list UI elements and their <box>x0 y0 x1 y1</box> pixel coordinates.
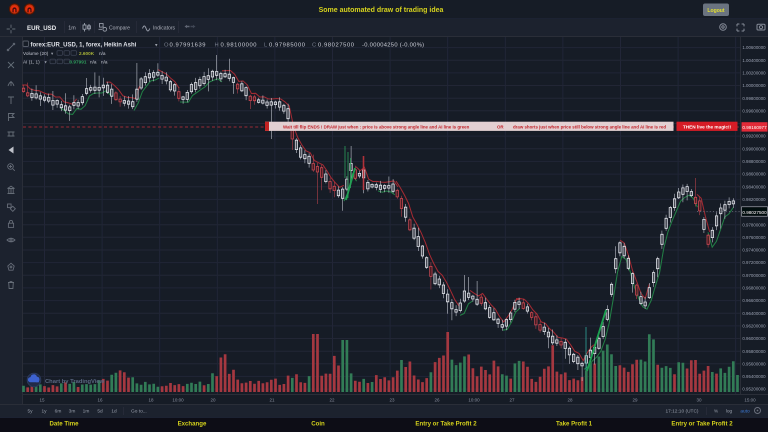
svg-text:L: L <box>264 42 268 48</box>
svg-text:10:00: 10:00 <box>172 398 184 403</box>
svg-text:27: 27 <box>509 398 515 403</box>
svg-text:0.98027500: 0.98027500 <box>318 42 355 48</box>
svg-text:0.98100000: 0.98100000 <box>221 42 258 48</box>
svg-text:6m: 6m <box>55 409 62 415</box>
svg-text:5d: 5d <box>97 409 103 415</box>
svg-text:0.97600000: 0.97600000 <box>742 235 766 240</box>
svg-text:log: log <box>726 409 733 415</box>
svg-text:n/a: n/a <box>90 60 97 65</box>
svg-text:Coin: Coin <box>311 421 325 428</box>
svg-text:0.99600000: 0.99600000 <box>742 108 766 113</box>
svg-text:23: 23 <box>389 398 395 403</box>
svg-text:Volume (20): Volume (20) <box>23 51 49 56</box>
svg-text:0.96000000: 0.96000000 <box>742 336 766 341</box>
svg-text:21: 21 <box>269 398 275 403</box>
svg-text:26: 26 <box>434 398 440 403</box>
svg-text:▾: ▾ <box>45 59 48 64</box>
svg-text:-0.00004250 (-0.00%): -0.00004250 (-0.00%) <box>362 42 424 48</box>
svg-text:3m: 3m <box>69 409 76 415</box>
svg-text:Wait till flip ENDS ! DRAW j: Wait till flip ENDS ! DRAW just when : p… <box>283 125 470 130</box>
svg-text:1.00600000: 1.00600000 <box>742 45 766 50</box>
svg-text:0.96400000: 0.96400000 <box>742 311 766 316</box>
svg-text:Compare: Compare <box>109 26 130 32</box>
svg-text:Exchange: Exchange <box>178 421 207 428</box>
svg-text:Logout: Logout <box>707 8 725 14</box>
svg-text:17:12:10 (UTC): 17:12:10 (UTC) <box>665 409 698 415</box>
svg-text:1.00400000: 1.00400000 <box>742 58 766 63</box>
svg-text:15:00: 15:00 <box>744 398 756 403</box>
svg-text:H: H <box>215 42 219 48</box>
svg-text:Go to...: Go to... <box>131 409 147 415</box>
svg-text:0.97991639: 0.97991639 <box>170 42 207 48</box>
svg-text:0.98800000: 0.98800000 <box>742 159 766 164</box>
svg-text:0.97400000: 0.97400000 <box>742 248 766 253</box>
svg-text:22: 22 <box>329 398 335 403</box>
svg-text:0.98600000: 0.98600000 <box>742 172 766 177</box>
svg-text:EUR_USD: EUR_USD <box>27 25 57 32</box>
svg-text:Chart by TradingView: Chart by TradingView <box>45 379 105 385</box>
svg-text:%: % <box>714 409 719 415</box>
svg-text:0.97985000: 0.97985000 <box>269 42 306 48</box>
svg-text:0.99000000: 0.99000000 <box>742 146 766 151</box>
svg-text:forex:EUR_USD, 1, forex, Heiki: forex:EUR_USD, 1, forex, Heikin Ashi <box>31 43 137 49</box>
svg-text:AI (1, 1): AI (1, 1) <box>23 60 40 65</box>
svg-text:1.00200000: 1.00200000 <box>742 70 766 75</box>
svg-text:1m: 1m <box>83 409 90 415</box>
svg-text:1y: 1y <box>41 409 47 415</box>
svg-text:▾: ▾ <box>51 51 54 56</box>
svg-text:30: 30 <box>696 398 702 403</box>
svg-text:n/a: n/a <box>99 51 106 56</box>
svg-text:10:00: 10:00 <box>468 398 480 403</box>
svg-text:0.99200000: 0.99200000 <box>742 134 766 139</box>
svg-text:0.95400000: 0.95400000 <box>742 374 766 379</box>
svg-text:Entry or Take Profit 2: Entry or Take Profit 2 <box>671 421 733 428</box>
svg-text:▾: ▾ <box>155 42 158 48</box>
svg-text:0.96200000: 0.96200000 <box>742 323 766 328</box>
svg-text:0.95200000: 0.95200000 <box>742 387 766 392</box>
svg-text:0.97991: 0.97991 <box>70 60 87 65</box>
svg-text:Take Profit 1: Take Profit 1 <box>556 421 593 428</box>
svg-text:0.98027500: 0.98027500 <box>742 210 767 215</box>
svg-text:0.96800000: 0.96800000 <box>742 286 766 291</box>
svg-text:1d: 1d <box>111 409 117 415</box>
svg-text:C: C <box>312 42 316 48</box>
svg-text:0.98200000: 0.98200000 <box>742 197 766 202</box>
svg-text:29: 29 <box>632 398 638 403</box>
svg-text:28: 28 <box>567 398 573 403</box>
svg-text:2.600K: 2.600K <box>79 51 95 56</box>
svg-text:draw shorts just when price st: draw shorts just when price still below … <box>513 125 666 130</box>
svg-text:0.97200000: 0.97200000 <box>742 260 766 265</box>
svg-text:18: 18 <box>148 398 154 403</box>
svg-text:0.98400000: 0.98400000 <box>742 184 766 189</box>
svg-text:0.95800000: 0.95800000 <box>742 349 766 354</box>
svg-text:0.99160977: 0.99160977 <box>742 125 767 130</box>
svg-text:0.96600000: 0.96600000 <box>742 298 766 303</box>
svg-text:5y: 5y <box>27 409 33 415</box>
svg-text:0.95600000: 0.95600000 <box>742 361 766 366</box>
svg-text:Date Time: Date Time <box>49 421 79 428</box>
svg-text:auto: auto <box>740 409 750 415</box>
svg-text:Entry or Take Profit 2: Entry or Take Profit 2 <box>415 421 477 428</box>
svg-text:20: 20 <box>210 398 216 403</box>
svg-text:15: 15 <box>39 398 45 403</box>
svg-text:16: 16 <box>97 398 103 403</box>
svg-text:0.97800000: 0.97800000 <box>742 222 766 227</box>
svg-text:n/a: n/a <box>101 60 108 65</box>
svg-text:THEN live the magic!!: THEN live the magic!! <box>683 125 732 130</box>
svg-text:O: O <box>164 42 169 48</box>
svg-text:0.97000000: 0.97000000 <box>742 273 766 278</box>
svg-text:1m: 1m <box>68 26 76 32</box>
svg-text:Indicators: Indicators <box>153 26 176 32</box>
svg-text:OR: OR <box>497 125 504 130</box>
svg-text:1.00000000: 1.00000000 <box>742 83 766 88</box>
svg-text:0.99800000: 0.99800000 <box>742 96 766 101</box>
svg-text:Some automated draw of trading: Some automated draw of trading idea <box>319 7 444 14</box>
